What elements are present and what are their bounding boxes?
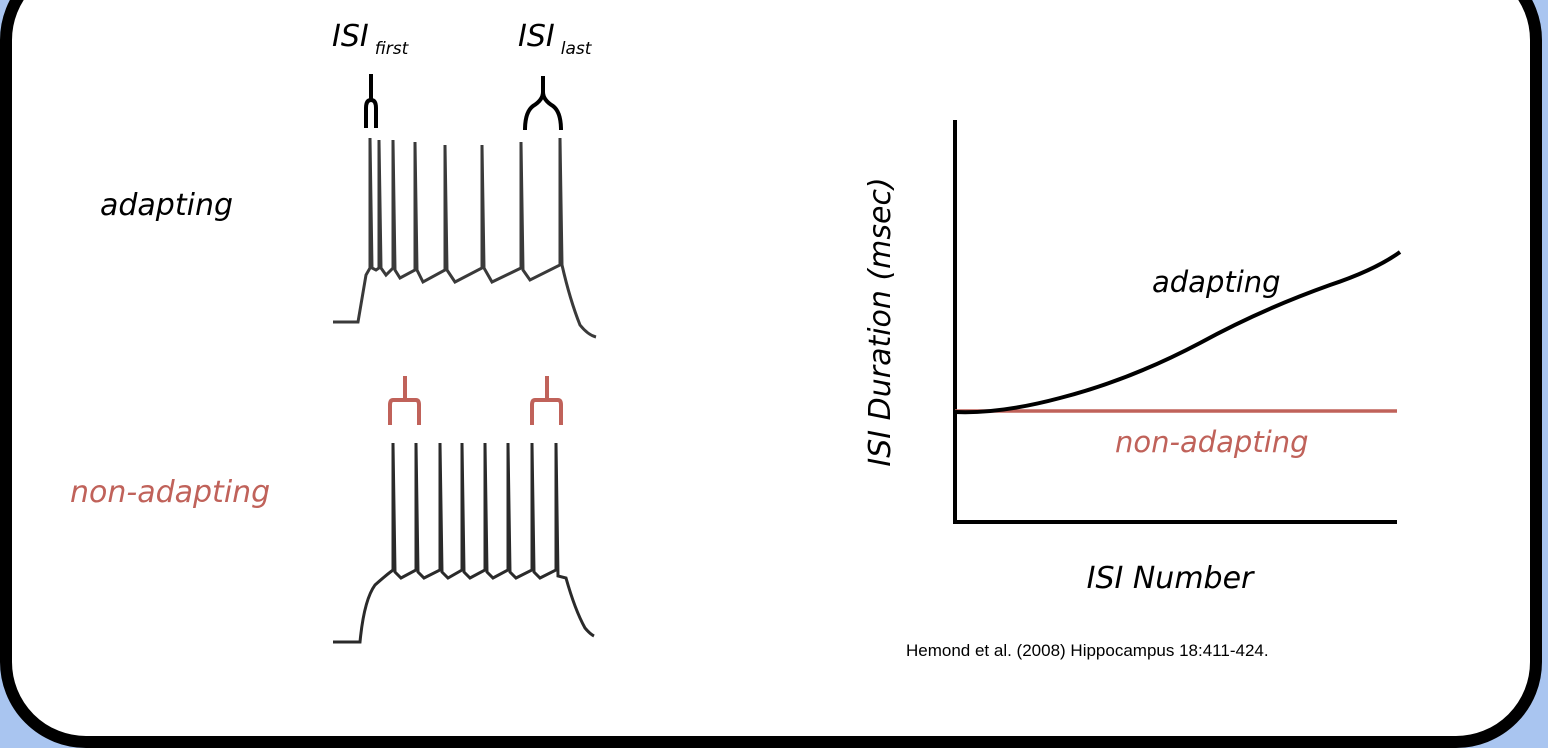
isi-last-label: ISI last <box>518 19 593 59</box>
isi-first-bracket <box>364 74 378 128</box>
isi-first-bracket-non-adapting <box>388 376 421 425</box>
isi-first-label: ISI first <box>332 19 410 59</box>
adapting-label: adapting <box>100 188 233 223</box>
citation: Hemond et al. (2008) Hippocampus 18:411-… <box>906 641 1269 660</box>
adapting-trace <box>333 137 597 339</box>
non-adapting-label: non-adapting <box>70 475 270 510</box>
y-axis-label: ISI Duration (msec) <box>863 177 898 466</box>
x-axis-label: ISI Number <box>1087 561 1255 596</box>
chart-axes <box>953 120 1397 524</box>
chart-non-adapting-label: non-adapting <box>1115 425 1309 459</box>
chart-adapting-label: adapting <box>1152 265 1281 299</box>
non-adapting-trace <box>333 442 595 644</box>
isi-last-bracket <box>523 76 563 131</box>
adapting-curve <box>954 250 1402 415</box>
isi-last-bracket-non-adapting <box>530 376 563 425</box>
